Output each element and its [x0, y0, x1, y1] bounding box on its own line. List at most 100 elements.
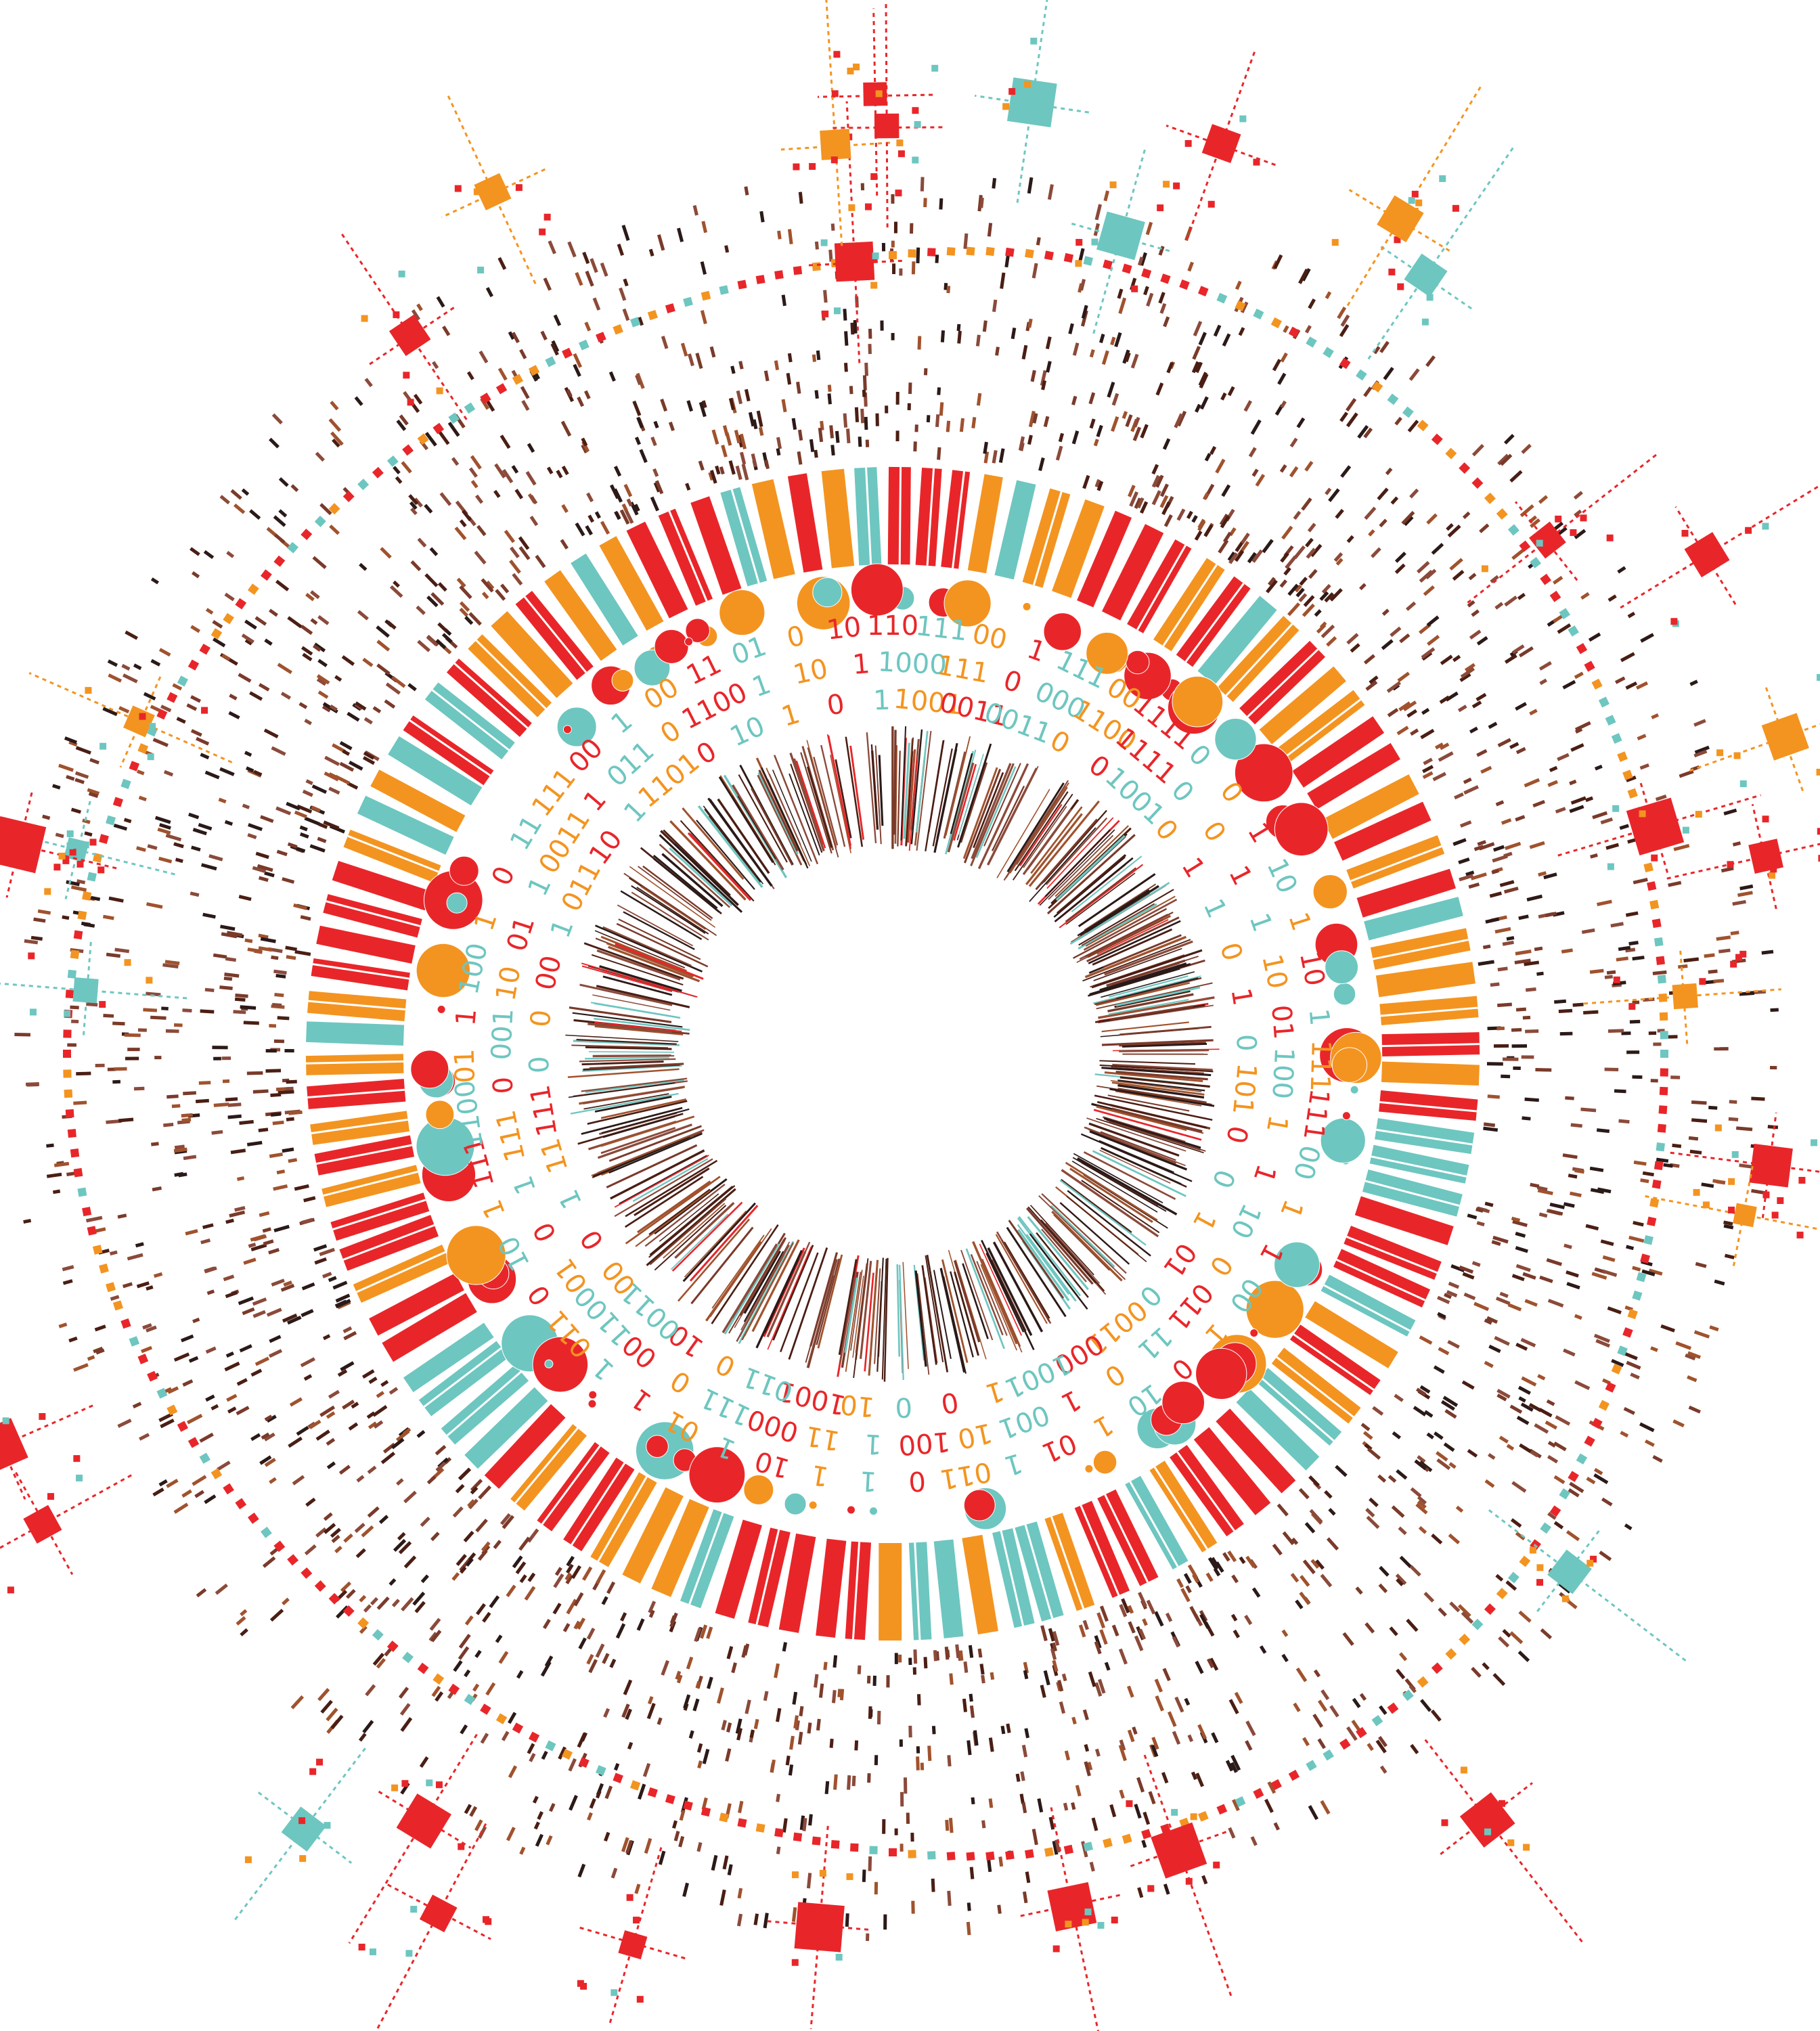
dash-mark [1672, 1143, 1682, 1148]
bubble [808, 1500, 818, 1510]
node-dot [1733, 752, 1741, 759]
outer-dot [402, 1651, 414, 1664]
outer-dot [1649, 899, 1660, 910]
dash-mark [252, 1310, 266, 1318]
inner-line [631, 885, 706, 934]
dash-mark [634, 437, 641, 445]
outer-dot [1632, 1290, 1643, 1301]
dash-mark [514, 489, 524, 499]
inner-line [1089, 963, 1191, 996]
outer-dot [1651, 1179, 1662, 1189]
dash-mark [1304, 1521, 1316, 1534]
dash-mark [1015, 1773, 1021, 1782]
outer-dot [1649, 1198, 1660, 1208]
binary-group: 10 [839, 1388, 876, 1423]
ring-bar [388, 736, 483, 806]
inner-line [905, 737, 914, 847]
dash-mark [1040, 1684, 1046, 1698]
dash-mark [294, 810, 307, 819]
node-dot [833, 307, 841, 315]
node-dot [1777, 1197, 1784, 1205]
inner-line [583, 942, 684, 980]
dash-mark [756, 410, 763, 428]
dash-mark [500, 583, 510, 594]
dash-mark [1495, 1574, 1504, 1582]
inner-line [1069, 1167, 1153, 1223]
binary-group: 0 [939, 1385, 961, 1419]
dash-mark [1373, 346, 1381, 355]
dash-mark [1626, 1245, 1635, 1251]
outer-dot [495, 1713, 508, 1724]
dash-mark [270, 1092, 282, 1097]
dash-mark [181, 1113, 193, 1118]
dash-mark [480, 1733, 489, 1744]
ring-bar [305, 1054, 404, 1075]
dash-mark [1046, 361, 1052, 373]
inner-line [610, 1149, 705, 1200]
dash-mark [46, 1143, 54, 1148]
dash-mark [1494, 927, 1511, 934]
inner-line [1077, 889, 1150, 937]
dash-mark [1476, 749, 1488, 757]
dash-mark [987, 223, 993, 237]
dash-mark [380, 1380, 389, 1387]
dash-mark [1437, 1312, 1446, 1319]
dash-mark [1724, 1253, 1735, 1259]
ring-bar [626, 521, 688, 619]
dash-mark [1543, 872, 1557, 880]
dash-mark [1280, 552, 1289, 563]
dash-mark [190, 625, 200, 633]
dash-mark [246, 766, 254, 773]
dash-mark [1447, 525, 1461, 538]
dash-mark [407, 683, 417, 692]
node-dot [1762, 522, 1769, 530]
dash-mark [1302, 1559, 1316, 1575]
dash-mark [416, 1430, 426, 1438]
dash-mark [1709, 1325, 1719, 1332]
dash-mark [793, 1715, 799, 1729]
dash-mark [1438, 1607, 1447, 1617]
binary-group: 10 [1293, 949, 1331, 989]
dash-mark [254, 1356, 269, 1366]
dash-mark [1439, 695, 1450, 705]
dash-mark [1094, 1641, 1102, 1655]
dash-mark [1517, 1385, 1531, 1396]
bubble [850, 563, 904, 617]
node-dot [7, 1586, 14, 1594]
dash-mark [361, 1525, 374, 1538]
dash-mark [293, 903, 308, 910]
dash-mark [509, 559, 521, 574]
dash-mark [1693, 1330, 1710, 1339]
binary-group: 0 [1165, 1352, 1199, 1386]
dash-mark [225, 1351, 234, 1358]
dash-mark [1573, 491, 1583, 500]
dash-mark [1462, 511, 1471, 520]
dash-mark [376, 1391, 384, 1398]
ring-bar [590, 1472, 657, 1567]
node-dot [76, 1474, 83, 1481]
dash-mark [158, 1412, 173, 1423]
dash-mark [154, 816, 171, 824]
inner-line [1046, 817, 1108, 885]
node-dot [436, 387, 443, 395]
dash-mark [553, 1573, 564, 1588]
dash-mark [243, 1257, 257, 1265]
outer-dot [1659, 1086, 1668, 1096]
dash-mark [1584, 796, 1593, 803]
inner-line [955, 1259, 987, 1360]
dash-mark [1308, 298, 1316, 309]
dash-mark [1159, 495, 1169, 508]
dash-mark [917, 336, 922, 350]
node-dot [309, 1768, 317, 1775]
outer-dot [1660, 1050, 1668, 1058]
ring-bar [1292, 716, 1385, 788]
dash-mark [1549, 765, 1558, 772]
node-dot [1529, 1546, 1536, 1554]
dash-mark [355, 701, 367, 711]
inner-line [914, 1270, 927, 1367]
dash-mark [410, 508, 418, 516]
outer-dot [247, 1512, 259, 1524]
dash-mark [183, 1091, 196, 1096]
dash-mark [512, 1555, 523, 1569]
binary-group: 10 [726, 711, 770, 753]
